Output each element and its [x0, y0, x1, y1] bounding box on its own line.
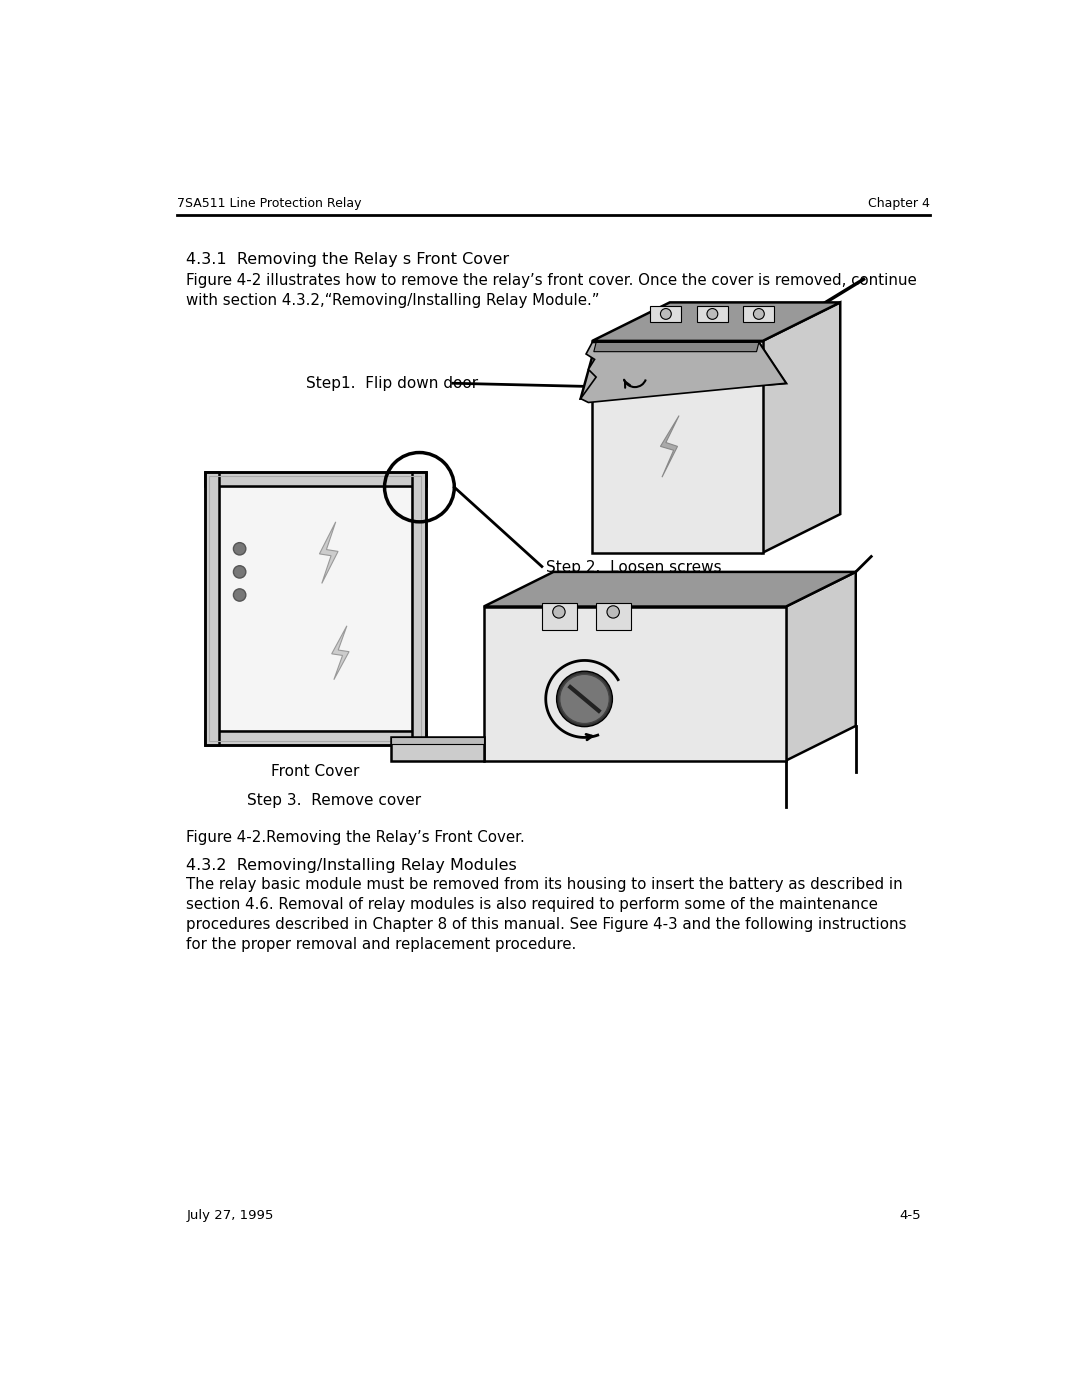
- Polygon shape: [205, 472, 426, 486]
- Polygon shape: [332, 626, 349, 680]
- Polygon shape: [581, 342, 786, 398]
- Polygon shape: [391, 738, 484, 760]
- Text: for the proper removal and replacement procedure.: for the proper removal and replacement p…: [186, 937, 577, 951]
- Circle shape: [233, 588, 246, 601]
- Circle shape: [754, 309, 765, 320]
- Text: Chapter 4: Chapter 4: [868, 197, 930, 210]
- Text: Step 3.  Remove cover: Step 3. Remove cover: [247, 793, 421, 807]
- Polygon shape: [581, 342, 786, 402]
- Text: Step 2.  Loosen screws: Step 2. Loosen screws: [545, 560, 721, 576]
- Circle shape: [607, 606, 619, 617]
- Polygon shape: [743, 306, 774, 321]
- Polygon shape: [650, 306, 681, 321]
- Polygon shape: [411, 472, 426, 745]
- Polygon shape: [762, 302, 840, 553]
- Text: 4.3.2  Removing/Installing Relay Modules: 4.3.2 Removing/Installing Relay Modules: [186, 858, 517, 873]
- Text: 4-5: 4-5: [900, 1210, 921, 1222]
- Polygon shape: [786, 571, 855, 760]
- Circle shape: [559, 675, 609, 724]
- Polygon shape: [484, 606, 786, 760]
- Polygon shape: [205, 472, 218, 745]
- Text: with section 4.3.2,“Removing/Installing Relay Module.”: with section 4.3.2,“Removing/Installing …: [186, 293, 599, 309]
- Text: section 4.6. Removal of relay modules is also required to perform some of the ma: section 4.6. Removal of relay modules is…: [186, 897, 878, 912]
- Circle shape: [233, 542, 246, 555]
- Circle shape: [233, 566, 246, 578]
- Circle shape: [661, 309, 672, 320]
- Polygon shape: [592, 341, 762, 553]
- Text: Figure 4-2 illustrates how to remove the relay’s front cover. Once the cover is : Figure 4-2 illustrates how to remove the…: [186, 274, 917, 288]
- Circle shape: [556, 671, 612, 726]
- Text: procedures described in Chapter 8 of this manual. See Figure 4-3 and the followi: procedures described in Chapter 8 of thi…: [186, 916, 906, 932]
- Text: 7SA511 Line Protection Relay: 7SA511 Line Protection Relay: [177, 197, 362, 210]
- Text: Figure 4-2.Removing the Relay’s Front Cover.: Figure 4-2.Removing the Relay’s Front Co…: [186, 830, 525, 845]
- Circle shape: [553, 606, 565, 617]
- Polygon shape: [592, 302, 840, 341]
- Polygon shape: [596, 602, 631, 630]
- Polygon shape: [697, 306, 728, 321]
- Circle shape: [707, 309, 718, 320]
- Text: The relay basic module must be removed from its housing to insert the battery as: The relay basic module must be removed f…: [186, 877, 903, 891]
- Polygon shape: [320, 522, 338, 584]
- Text: Step1.  Flip down door: Step1. Flip down door: [306, 376, 477, 391]
- Text: July 27, 1995: July 27, 1995: [186, 1210, 273, 1222]
- Polygon shape: [542, 602, 577, 630]
- Polygon shape: [484, 571, 855, 606]
- Text: Front Cover: Front Cover: [271, 764, 359, 780]
- Polygon shape: [218, 486, 411, 731]
- Polygon shape: [391, 738, 484, 743]
- Polygon shape: [205, 731, 426, 745]
- Polygon shape: [594, 342, 759, 352]
- Text: 4.3.1  Removing the Relay s Front Cover: 4.3.1 Removing the Relay s Front Cover: [186, 253, 510, 267]
- Polygon shape: [661, 415, 679, 478]
